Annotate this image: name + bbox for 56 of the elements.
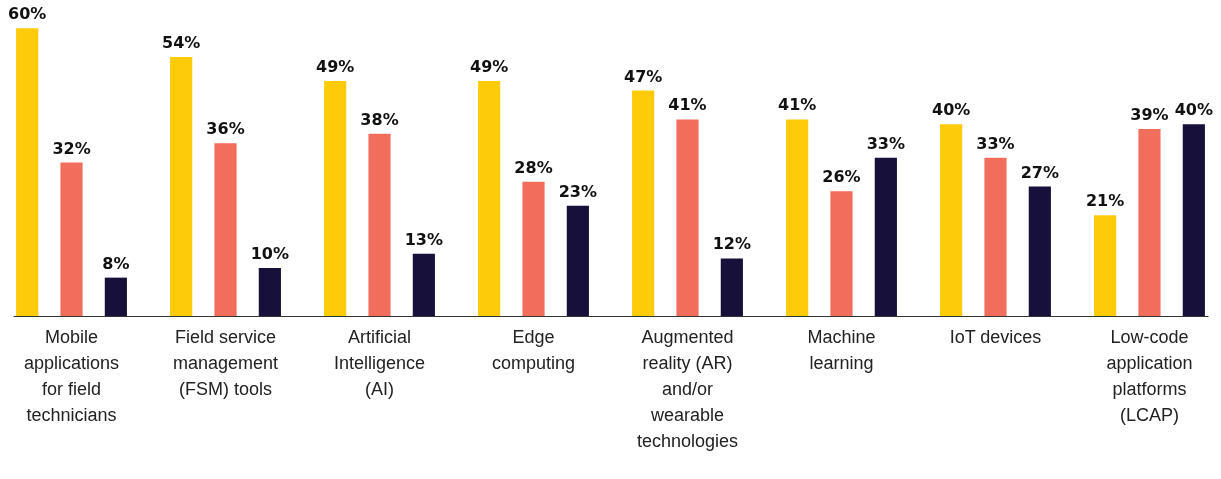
data-label: 33% (976, 133, 1015, 153)
x-tick-label: Field service management (FSM) tools (172, 326, 279, 399)
bar (1028, 186, 1051, 316)
bar (258, 268, 281, 316)
bar (830, 191, 853, 316)
x-tick-label: Artificial Intelligence (AI) (333, 326, 426, 399)
bar (170, 57, 193, 316)
bar (720, 258, 743, 316)
data-label: 40% (931, 100, 971, 120)
data-label: 32% (52, 138, 91, 158)
x-tick-label: Augmented reality (AR) and/or wearable technologies (636, 326, 739, 451)
bar (522, 181, 545, 316)
bar (874, 157, 897, 316)
bar (412, 253, 435, 316)
data-label: 23% (558, 181, 597, 201)
data-label: 38% (360, 109, 399, 129)
data-label: 21% (1085, 191, 1125, 211)
bar (786, 119, 809, 316)
data-label: 54% (162, 33, 201, 53)
bar (632, 90, 655, 316)
data-label: 40% (1174, 100, 1213, 120)
data-label: 10% (250, 244, 290, 264)
bar (1182, 124, 1205, 316)
bar (16, 28, 39, 316)
bar (214, 143, 237, 316)
x-tick-label: Edge computing (491, 326, 576, 373)
data-label: 60% (8, 4, 47, 24)
data-label: 8% (102, 253, 130, 273)
data-label: 27% (1020, 162, 1059, 182)
data-label: 41% (777, 95, 817, 115)
bar (984, 157, 1007, 316)
bar (478, 81, 501, 316)
data-label: 12% (712, 234, 751, 254)
data-label: 28% (514, 157, 553, 177)
bar (104, 277, 127, 316)
data-label: 39% (1130, 104, 1169, 124)
data-label: 41% (668, 95, 707, 115)
data-label: 36% (206, 119, 245, 139)
bar (940, 124, 963, 316)
bar (1138, 128, 1161, 316)
data-label: 33% (866, 133, 905, 153)
x-tick-label: Mobile applications for field technicians (23, 326, 120, 425)
bar (368, 133, 391, 316)
bar (324, 81, 347, 316)
bar (676, 119, 699, 316)
bar (1094, 215, 1117, 316)
x-tick-label: Low-code application platforms (LCAP) (1106, 326, 1193, 425)
data-label: 26% (822, 167, 861, 187)
data-label: 49% (470, 57, 509, 77)
x-tick-label: Machine learning (807, 326, 876, 373)
x-tick-label: IoT devices (949, 326, 1042, 347)
data-label: 49% (316, 57, 355, 77)
bar (60, 162, 83, 316)
data-label: 13% (404, 229, 444, 249)
bar (566, 205, 589, 316)
data-label: 47% (624, 66, 663, 86)
